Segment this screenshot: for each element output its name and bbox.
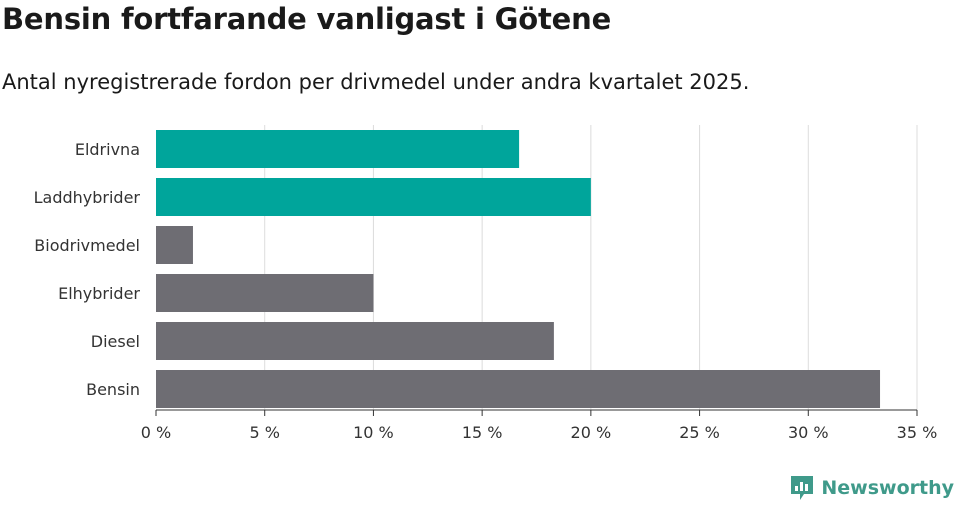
x-tick-label: 15 % bbox=[462, 423, 503, 442]
brand-logo: Newsworthy bbox=[789, 474, 954, 502]
category-label: Laddhybrider bbox=[34, 188, 141, 207]
category-label: Eldrivna bbox=[75, 140, 140, 159]
category-labels: Eldrivna Laddhybrider Biodrivmedel Elhybrid… bbox=[34, 140, 141, 399]
bars bbox=[156, 130, 881, 408]
bar bbox=[156, 370, 881, 408]
bar bbox=[156, 178, 591, 216]
newsworthy-logo-icon bbox=[791, 476, 814, 500]
chart-subtitle: Antal nyregistrerade fordon per drivmede… bbox=[2, 70, 750, 94]
bar bbox=[156, 130, 520, 168]
x-tick-label: 20 % bbox=[571, 423, 612, 442]
x-tick-label: 25 % bbox=[679, 423, 720, 442]
bar bbox=[156, 226, 193, 264]
category-label: Diesel bbox=[91, 332, 140, 351]
x-tick-label: 5 % bbox=[249, 423, 279, 442]
category-label: Elhybrider bbox=[58, 284, 140, 303]
category-label: Bensin bbox=[86, 380, 140, 399]
x-axis: 0 % 5 % 10 % 15 % 20 % 25 % 30 % 35 % bbox=[141, 409, 938, 442]
category-label: Biodrivmedel bbox=[34, 236, 140, 255]
brand-name: Newsworthy bbox=[821, 477, 954, 499]
chart-title: Bensin fortfarande vanligast i Götene bbox=[2, 2, 612, 36]
bar bbox=[156, 322, 554, 360]
x-tick-label: 0 % bbox=[141, 423, 171, 442]
x-tick-label: 35 % bbox=[897, 423, 938, 442]
gridlines bbox=[264, 125, 918, 410]
bar bbox=[156, 274, 374, 312]
x-tick-label: 30 % bbox=[788, 423, 829, 442]
x-tick-label: 10 % bbox=[353, 423, 394, 442]
